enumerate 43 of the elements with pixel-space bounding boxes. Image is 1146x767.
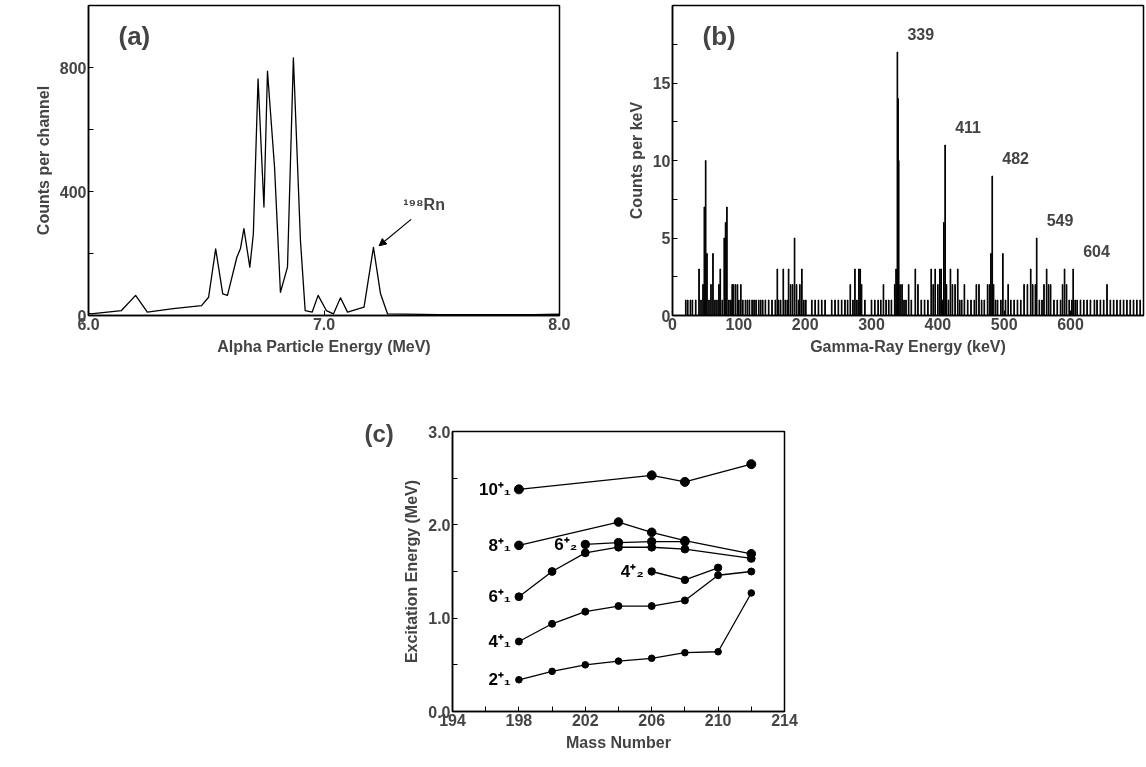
x-tick-label: 100 — [725, 315, 753, 333]
annotation: ¹⁹⁸Rn — [403, 196, 445, 214]
y-tick-label: 3.0 — [428, 423, 451, 441]
text: (a) — [118, 20, 151, 51]
y-axis-title: Counts per channel — [34, 85, 52, 236]
series-label: 2⁺₁ — [488, 670, 511, 690]
x-axis-title: Mass Number — [566, 733, 671, 751]
x-tick-label: 7.0 — [312, 315, 336, 333]
annotation: 411 — [955, 119, 982, 136]
y-axis-title: Counts per keV — [627, 101, 645, 220]
y-tick-label: 5 — [661, 230, 671, 247]
y-axis-title: Excitation Energy (MeV) — [403, 479, 421, 664]
y-tick-label: 15 — [652, 75, 671, 92]
annotation: 549 — [1046, 212, 1074, 229]
chart-title: (c) — [364, 419, 394, 447]
x-tick-label: 400 — [924, 315, 952, 333]
x-tick-label: 500 — [990, 315, 1018, 333]
x-tick-label: 300 — [858, 315, 885, 333]
y-tick-label: 400 — [59, 183, 87, 201]
series-label: 4⁺₁ — [488, 632, 511, 651]
x-axis-title: Alpha Particle Energy (MeV) — [217, 337, 431, 355]
y-tick-label: 2.0 — [428, 516, 451, 534]
annotation: 482 — [1002, 150, 1030, 167]
y-tick-label: 800 — [59, 59, 87, 77]
x-axis-title: Gamma-Ray Energy (keV) — [810, 337, 1006, 355]
x-tick-label: 8.0 — [548, 315, 571, 333]
x-tick-label: 206 — [638, 711, 666, 729]
x-tick-label: 198 — [505, 711, 533, 729]
annotation: 604 — [1083, 243, 1110, 260]
series-label: 4⁺₂ — [620, 562, 644, 581]
x-tick-label: 214 — [771, 711, 798, 729]
x-tick-label: 210 — [704, 711, 732, 729]
text: (b) — [702, 20, 736, 51]
series-label: 6⁺₁ — [488, 587, 511, 607]
series-label: 10⁺₁ — [478, 479, 511, 499]
x-tick-label: 200 — [791, 315, 819, 333]
series-label: 6⁺₂ — [554, 534, 578, 554]
annotation: 339 — [907, 26, 935, 43]
x-tick-label: 202 — [571, 711, 599, 729]
x-tick-label: 600 — [1057, 315, 1084, 333]
series-label: 8⁺₁ — [488, 535, 511, 555]
y-tick-label: 1.0 — [428, 610, 451, 628]
y-tick-label: 10 — [652, 152, 671, 170]
